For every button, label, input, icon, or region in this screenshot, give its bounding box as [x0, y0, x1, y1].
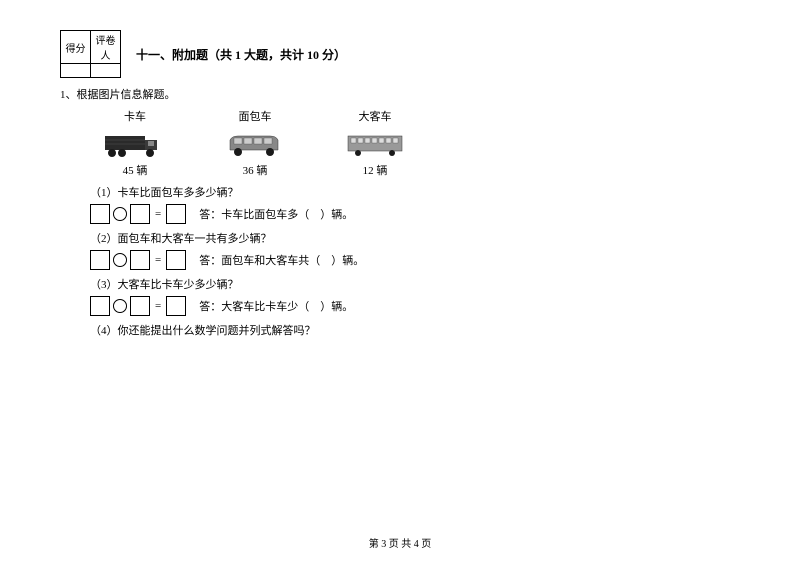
equals-sign: =	[155, 254, 161, 266]
equation-row-3: = 答：大客车比卡车少（ ）辆。	[90, 296, 740, 316]
truck-icon	[100, 128, 170, 158]
operator-circle[interactable]	[113, 253, 127, 267]
vehicle-bus: 大客车 12 辆	[340, 108, 410, 178]
bus-icon	[340, 128, 410, 158]
score-cell-header: 得分	[61, 31, 91, 64]
section-title: 十一、附加题（共 1 大题，共计 10 分）	[136, 46, 346, 63]
equals-sign: =	[155, 300, 161, 312]
vehicle-label: 面包车	[239, 108, 272, 124]
vehicle-van: 面包车 36 辆	[220, 108, 290, 178]
input-box[interactable]	[166, 296, 186, 316]
input-box[interactable]	[166, 204, 186, 224]
sub-question-1: （1）卡车比面包车多多少辆？	[90, 184, 740, 200]
reviewer-cell-header: 评卷人	[91, 31, 121, 64]
van-icon	[220, 128, 290, 158]
reviewer-cell-empty	[91, 64, 121, 78]
equation-row-1: = 答：卡车比面包车多（ ）辆。	[90, 204, 740, 224]
answer-text: 答：面包车和大客车共（ ）辆。	[199, 252, 364, 268]
input-box[interactable]	[90, 204, 110, 224]
equation-row-2: = 答：面包车和大客车共（ ）辆。	[90, 250, 740, 270]
vehicle-count: 45 辆	[123, 162, 148, 178]
header-row: 得分 评卷人 十一、附加题（共 1 大题，共计 10 分）	[60, 30, 740, 78]
vehicle-truck: 卡车 45 辆	[100, 108, 170, 178]
score-table: 得分 评卷人	[60, 30, 121, 78]
score-cell-empty	[61, 64, 91, 78]
answer-text: 答：大客车比卡车少（ ）辆。	[199, 298, 353, 314]
operator-circle[interactable]	[113, 299, 127, 313]
input-box[interactable]	[90, 250, 110, 270]
input-box[interactable]	[130, 296, 150, 316]
answer-text: 答：卡车比面包车多（ ）辆。	[199, 206, 353, 222]
input-box[interactable]	[130, 250, 150, 270]
page-footer: 第 3 页 共 4 页	[0, 535, 800, 550]
operator-circle[interactable]	[113, 207, 127, 221]
sub-question-3: （3）大客车比卡车少多少辆？	[90, 276, 740, 292]
input-box[interactable]	[130, 204, 150, 224]
equals-sign: =	[155, 208, 161, 220]
sub-question-4: （4）你还能提出什么数学问题并列式解答吗？	[90, 322, 740, 338]
question-intro: 1、根据图片信息解题。	[60, 86, 740, 102]
vehicle-label: 大客车	[359, 108, 392, 124]
vehicles-row: 卡车 45 辆 面包车	[100, 108, 740, 178]
input-box[interactable]	[166, 250, 186, 270]
vehicle-count: 12 辆	[363, 162, 388, 178]
sub-question-2: （2）面包车和大客车一共有多少辆？	[90, 230, 740, 246]
vehicle-count: 36 辆	[243, 162, 268, 178]
vehicle-label: 卡车	[124, 108, 146, 124]
input-box[interactable]	[90, 296, 110, 316]
